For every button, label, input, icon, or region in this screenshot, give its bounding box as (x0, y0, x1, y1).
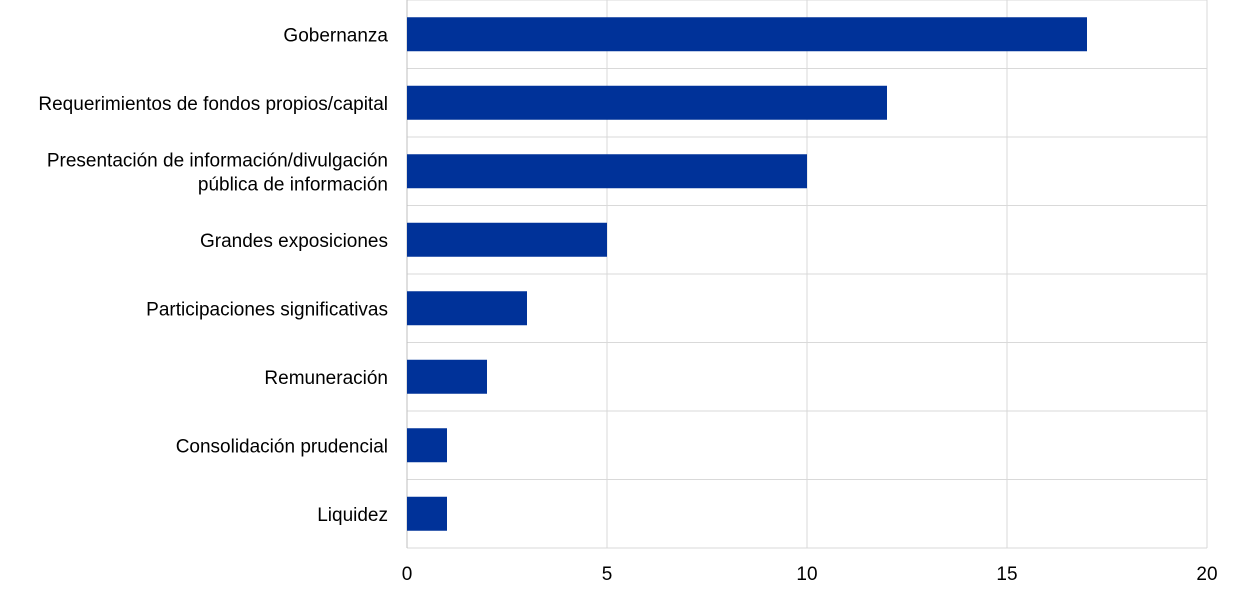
x-tick-label: 20 (1196, 564, 1217, 585)
category-label: Participaciones significativas (146, 299, 388, 320)
x-tick-label: 0 (402, 564, 413, 585)
category-label: pública de información (198, 174, 388, 195)
bar (407, 359, 487, 394)
bar (407, 496, 447, 531)
bar (407, 222, 607, 257)
category-label: Presentación de información/divulgación (47, 150, 388, 171)
category-label: Remuneración (264, 368, 388, 389)
x-axis-ticks: 0 5 10 15 20 (402, 564, 1218, 585)
grid (406, 0, 1208, 549)
category-label: Gobernanza (283, 25, 388, 46)
category-label: Consolidación prudencial (176, 436, 388, 457)
bar (407, 85, 887, 120)
x-tick-label: 15 (996, 564, 1017, 585)
category-labels: Gobernanza Requerimientos de fondos propi… (38, 25, 388, 526)
category-label: Grandes exposiciones (200, 231, 388, 252)
bar (407, 17, 1087, 52)
category-label: Liquidez (317, 505, 388, 526)
bars (407, 17, 1087, 531)
bar (407, 428, 447, 463)
bar (407, 291, 527, 326)
x-tick-label: 5 (602, 564, 613, 585)
x-tick-label: 10 (796, 564, 817, 585)
bar (407, 154, 807, 189)
category-label: Requerimientos de fondos propios/capital (38, 94, 388, 115)
